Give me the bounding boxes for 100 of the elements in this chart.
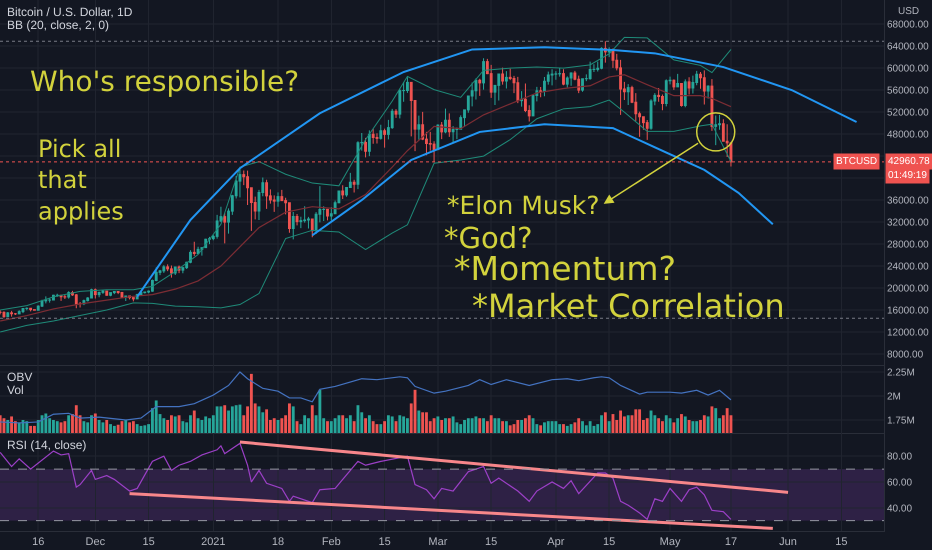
candlestick [112,290,116,295]
bar [612,414,614,433]
candlestick [558,67,562,78]
y-tick-label: 40.00 [887,503,912,514]
bar [470,418,474,433]
bar [421,412,424,433]
bar [303,415,306,433]
bar [348,415,352,433]
bar [512,424,516,433]
bar [504,421,508,433]
candlestick [394,108,398,118]
y-axis-title: USD [898,6,920,17]
bar [444,418,447,433]
x-tick-label: Apr [547,536,565,548]
x-tick-label: Feb [322,536,341,548]
bar [691,421,694,433]
bar [40,415,44,433]
bar [189,415,192,433]
candlestick [417,115,420,140]
y-tick-label: 48000.00 [887,130,930,141]
bar [490,415,493,433]
bar [372,421,375,433]
text: Bitcoin / U.S. Dollar, 1D [7,5,133,19]
x-tick-label: 17 [724,536,738,548]
candlestick [98,291,101,298]
candlestick [22,308,24,314]
bar [466,418,470,433]
y-tick-label: 68000.00 [887,20,930,31]
candlestick [101,290,104,294]
bar [562,424,565,433]
bar [661,421,664,433]
y-tick-label: 56000.00 [887,86,930,97]
bar [52,420,55,433]
bar [200,420,204,433]
x-tick-label: 2021 [201,536,226,548]
candlestick [288,202,291,234]
bar [436,416,440,433]
bar [32,426,36,433]
bar [680,414,683,433]
bar [368,415,371,433]
candlestick [516,76,520,104]
bar [318,390,322,433]
candlestick [539,86,542,98]
bar [230,406,234,433]
bar [140,426,142,433]
candlestick [116,290,120,295]
bar [414,390,416,433]
bar [120,421,124,433]
candlestick [364,137,367,158]
candlestick [478,78,482,96]
bar [550,421,554,433]
candlestick [520,90,524,108]
candlestick [588,61,592,80]
candlestick [2,310,6,319]
bar [98,420,101,433]
bar [60,422,62,433]
candlestick [452,126,455,144]
bar [276,420,280,433]
candlestick [352,179,356,193]
candlestick [109,292,112,297]
x-tick-label: 15 [603,536,616,548]
bar [394,421,398,433]
candlestick [63,294,66,300]
candlestick [646,120,649,140]
bar [604,412,607,433]
bar [90,415,93,433]
text: 01:49:19 [888,170,928,181]
bar [494,418,496,433]
candlestick [40,299,44,308]
bar [67,415,70,433]
candlestick [29,308,32,312]
x-tick-label: 18 [272,536,284,548]
candlestick [170,265,173,278]
bar [432,418,436,433]
candlestick [196,246,200,256]
bar [265,409,268,433]
y-tick-label: 1.75M [887,416,915,427]
text: RSI (14, close) [7,438,86,452]
bar [463,420,466,433]
bar [584,425,588,433]
bar [608,421,611,433]
x-tick-label: 15 [142,536,155,548]
x-tick-label: Mar [428,536,448,548]
bar [588,421,592,433]
bar [619,410,622,433]
x-tick-label: Jun [779,536,797,548]
bar [162,418,166,433]
bar [112,426,116,433]
x-tick-label: 15 [378,536,391,548]
candlestick [296,214,298,226]
bar [181,421,184,433]
y-tick-label: 8000.00 [887,350,924,361]
bar [402,416,406,433]
bar [573,422,576,433]
bar [668,418,672,433]
candlestick [448,112,451,138]
bar [554,421,558,433]
bar [543,422,546,433]
bar [539,425,542,433]
candlestick [44,296,48,304]
